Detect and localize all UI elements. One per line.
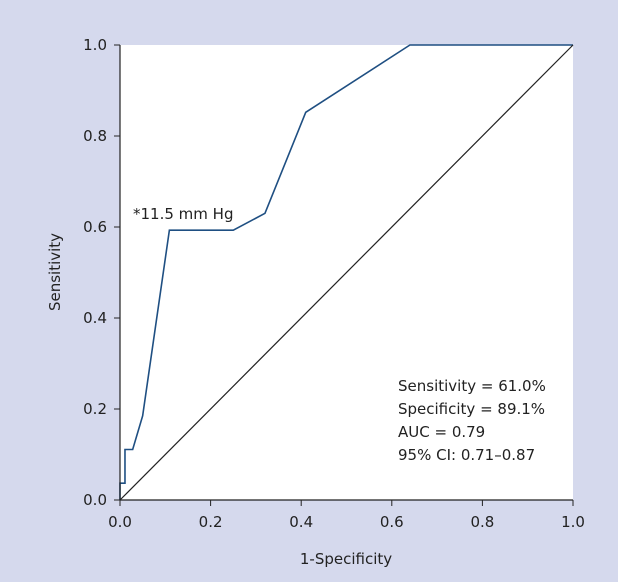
- x-tick-label: 1.0: [561, 513, 585, 531]
- x-tick-label: 0.0: [108, 513, 132, 531]
- reference-diagonal: [119, 44, 574, 501]
- y-tick-label: 0.0: [83, 491, 107, 509]
- y-tick-label: 0.4: [83, 309, 107, 327]
- stat-sensitivity: Sensitivity = 61.0%: [398, 377, 546, 395]
- stat-auc: AUC = 0.79: [398, 423, 485, 441]
- x-axis-title: 1-Specificity: [300, 550, 392, 568]
- stat-specificity: Specificity = 89.1%: [398, 400, 545, 418]
- x-tick-label: 0.4: [289, 513, 313, 531]
- x-tick-label: 0.6: [380, 513, 404, 531]
- x-tick-label: 0.2: [199, 513, 223, 531]
- y-tick-label: 0.6: [83, 218, 107, 236]
- roc-curve: [119, 44, 573, 500]
- y-tick-label: 0.8: [83, 127, 107, 145]
- stat-ci: 95% CI: 0.71–0.87: [398, 446, 535, 464]
- y-tick-label: 1.0: [83, 36, 107, 54]
- series-layer: [119, 44, 574, 501]
- x-tick-label: 0.8: [470, 513, 494, 531]
- ticks-layer: 0.0 0.2 0.4 0.6 0.8 1.0 0.0 0.2 0.4 0.6 0.8 1.0: [83, 36, 585, 531]
- cutoff-annotation: *11.5 mm Hg: [133, 205, 233, 223]
- y-axis-title: Sensitivity: [46, 233, 64, 311]
- y-tick-label: 0.2: [83, 400, 107, 418]
